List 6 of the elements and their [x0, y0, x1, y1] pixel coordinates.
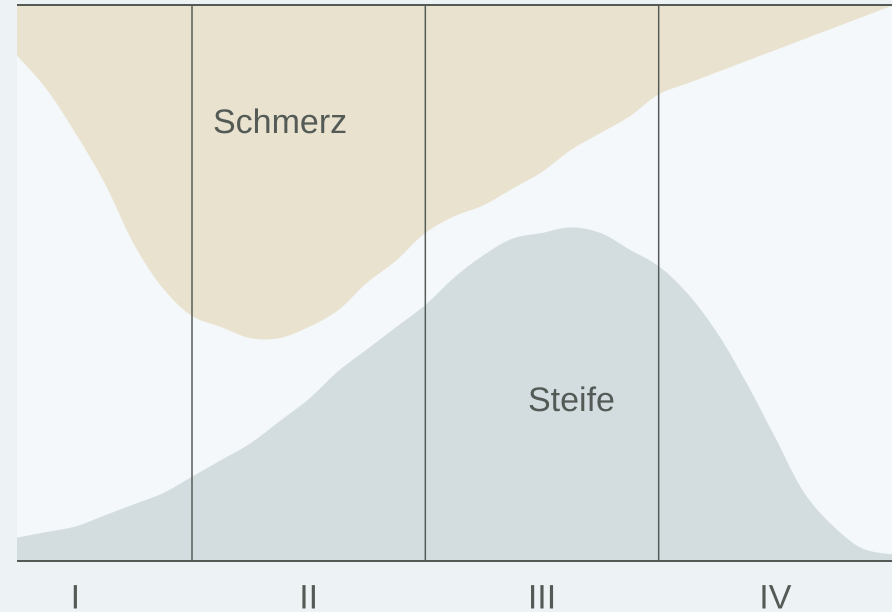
series-label: Schmerz	[213, 103, 348, 141]
series-label: Steife	[528, 381, 615, 419]
x-tick-label: IV	[759, 578, 792, 612]
x-tick-label: I	[70, 578, 80, 612]
x-tick-label: II	[299, 578, 318, 612]
x-tick-label: III	[528, 578, 556, 612]
